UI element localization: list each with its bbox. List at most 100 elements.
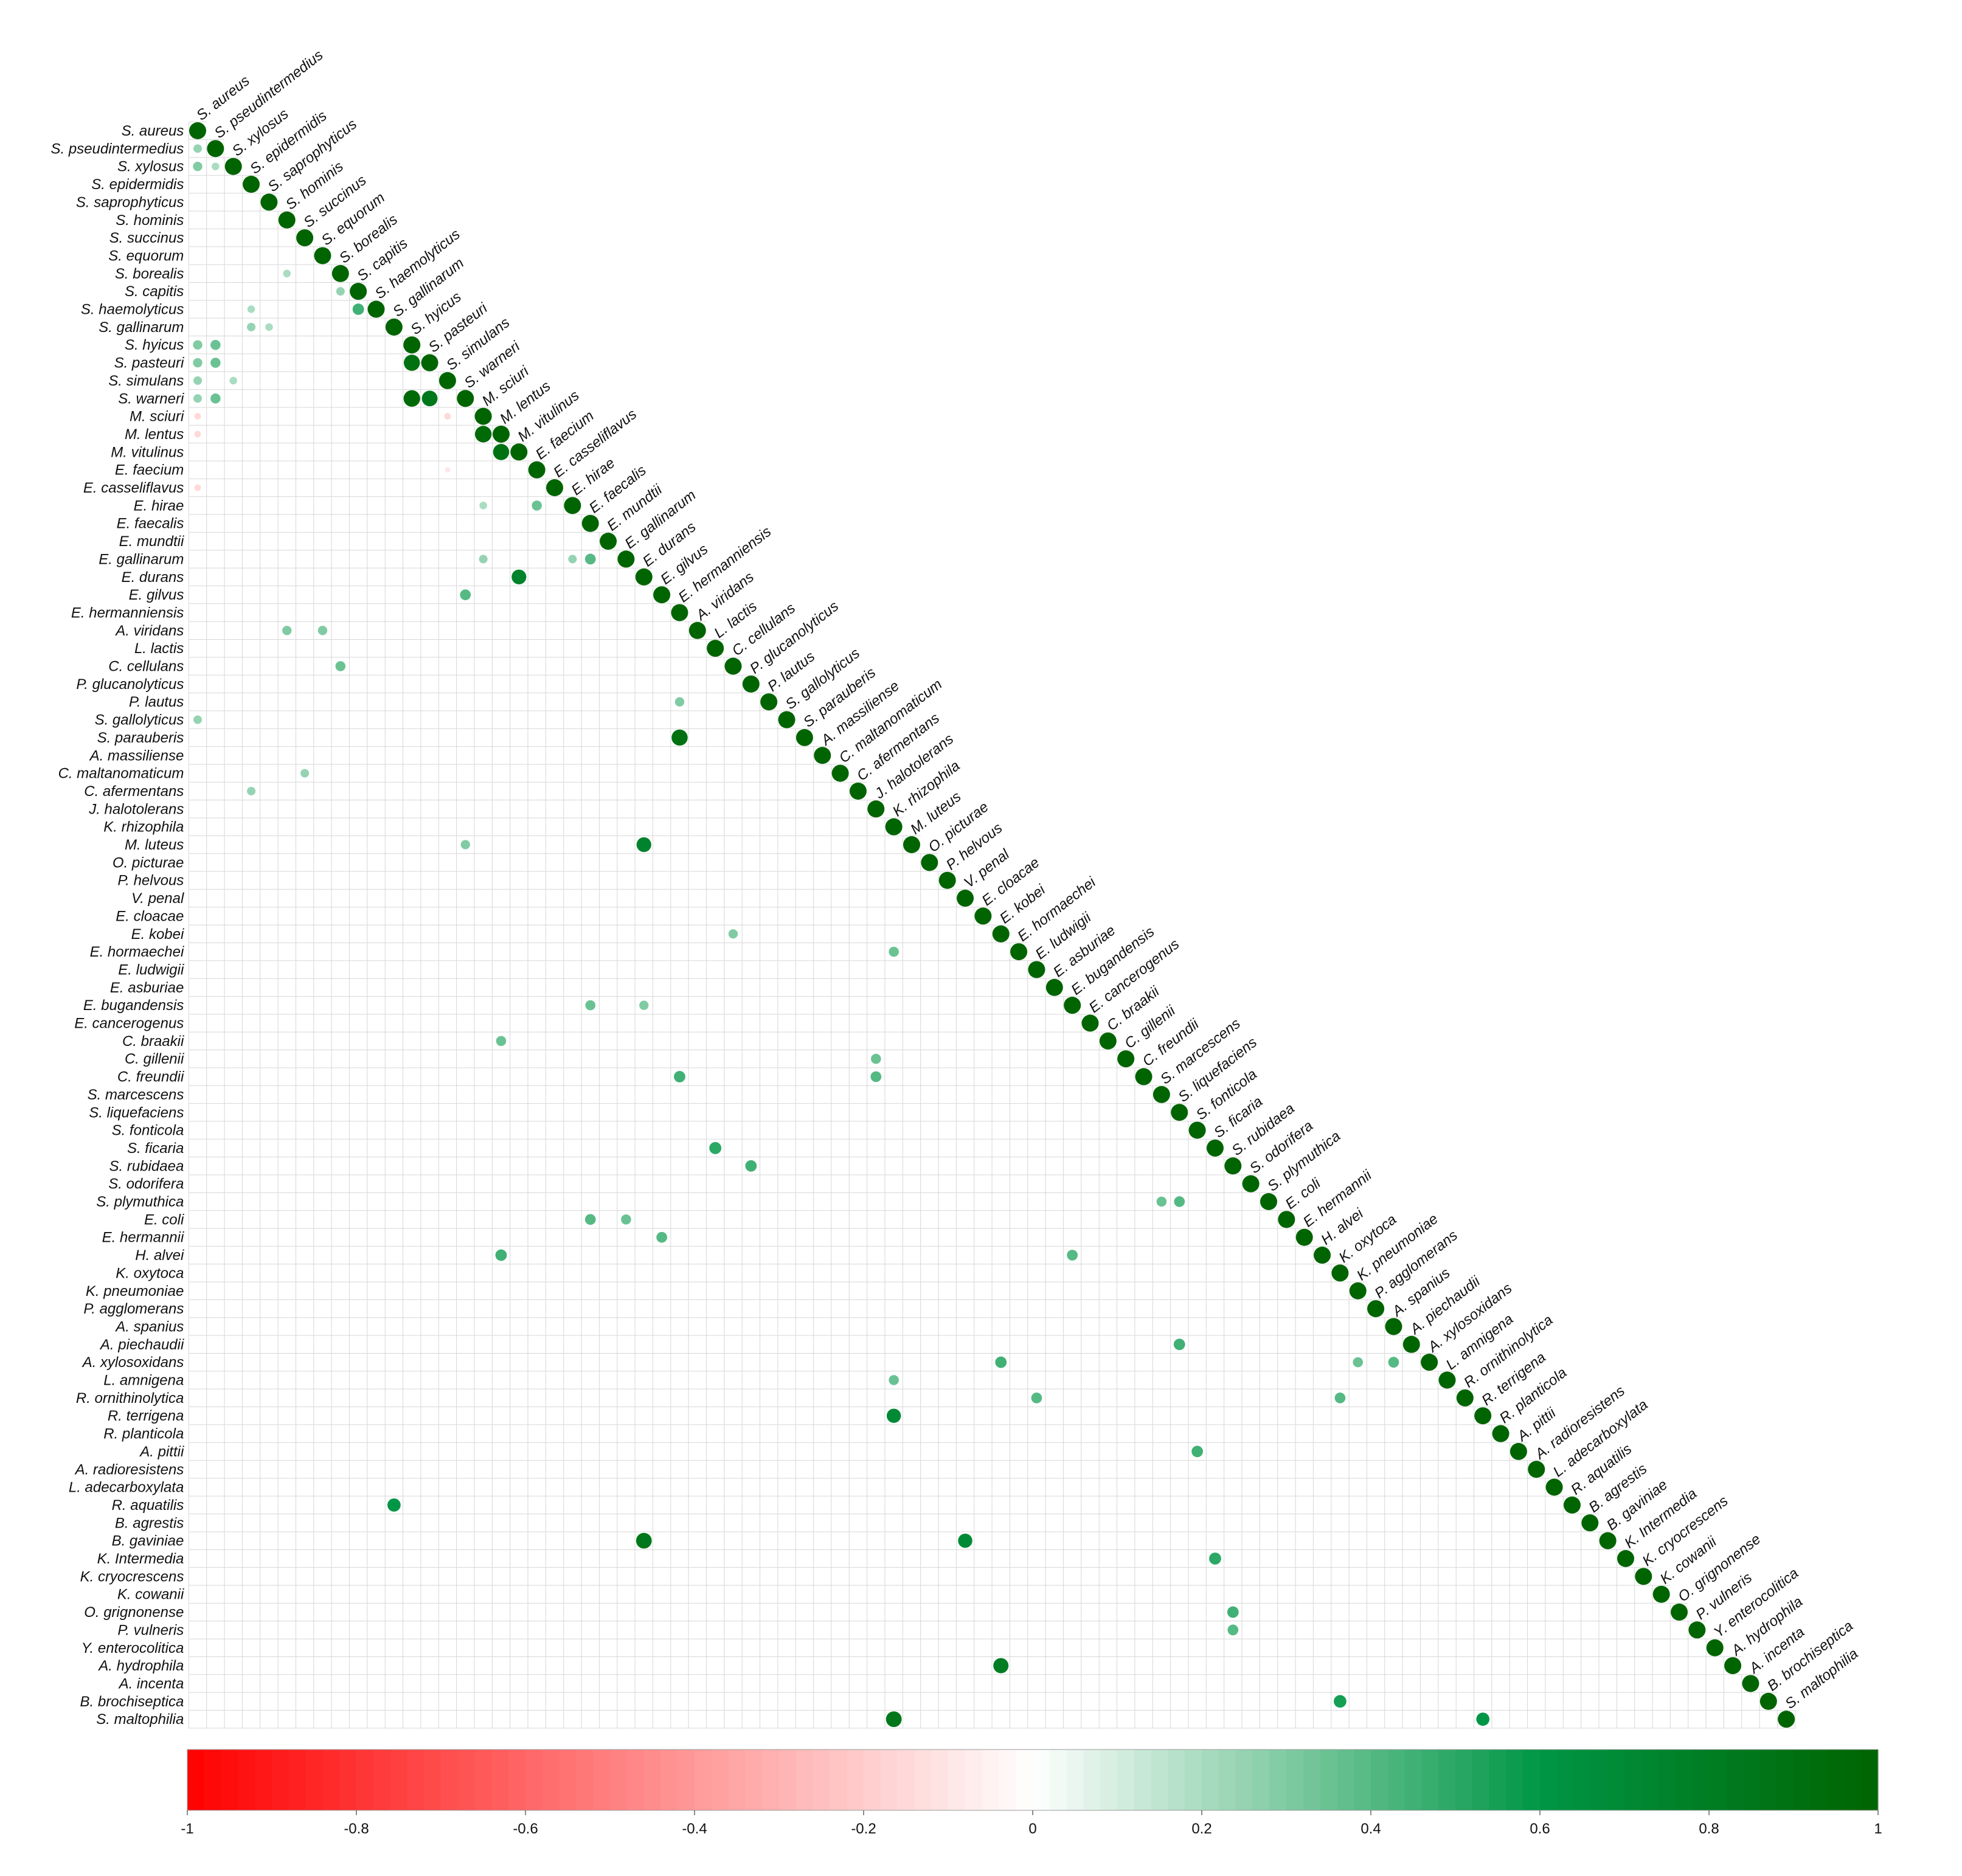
colorbar-segment (1404, 1750, 1422, 1810)
row-label: S. rubidaea (109, 1158, 184, 1174)
diagonal-point (1171, 1104, 1188, 1121)
colorbar-segment (864, 1750, 881, 1810)
correlation-point (460, 840, 470, 850)
colorbar-tick-label: -0.4 (682, 1821, 707, 1837)
diagonal-point (1295, 1228, 1313, 1246)
colorbar-segment (880, 1750, 898, 1810)
correlation-point (479, 502, 487, 510)
diagonal-point (1331, 1264, 1349, 1282)
correlation-point (283, 269, 291, 278)
row-label: S. capitis (125, 283, 184, 300)
row-label: E. casseliflavus (83, 480, 184, 496)
diagonal-point (885, 818, 903, 836)
correlation-point (193, 376, 202, 385)
diagonal-point (1028, 961, 1045, 978)
row-label: A. hydrophila (97, 1658, 184, 1674)
colorbar-segment (1269, 1750, 1287, 1810)
colorbar-segment (1455, 1750, 1473, 1810)
colorbar-segment (339, 1750, 357, 1810)
colorbar-segment (762, 1750, 780, 1810)
diagonal-point (1510, 1442, 1527, 1460)
diagonal-point (403, 336, 421, 354)
correlation-point (995, 1356, 1007, 1368)
colorbar-segment (813, 1750, 830, 1810)
colorbar-segment (796, 1750, 814, 1810)
colorbar-tick-label: -0.8 (344, 1821, 369, 1837)
row-label: M. lentus (125, 426, 184, 443)
diagonal-point (814, 747, 831, 764)
colorbar-tick-label: -0.6 (513, 1821, 538, 1837)
colorbar-segment (1777, 1750, 1794, 1810)
correlation-point (194, 431, 201, 438)
diagonal-point (1474, 1407, 1492, 1425)
colorbar-segment (1066, 1750, 1084, 1810)
colorbar-segment (542, 1750, 560, 1810)
colorbar-segment (1235, 1750, 1253, 1810)
colorbar-segment (491, 1750, 509, 1810)
diagonal-point (367, 300, 385, 318)
row-label: E. cancerogenus (74, 1016, 184, 1032)
correlation-point (621, 1214, 631, 1225)
colorbar-segment (407, 1750, 425, 1810)
row-label: S. maltophilia (96, 1711, 184, 1728)
row-label: A. xylosoxidans (81, 1354, 184, 1371)
diagonal-point (243, 176, 260, 193)
colorbar-segment (931, 1750, 949, 1810)
colorbar: -1 -0.8 -0.6 -0.4 -0.2 0 0.2 0.4 0.6 0.8 1 (181, 1749, 1882, 1837)
colorbar-segment (1759, 1750, 1777, 1810)
row-label: M. luteus (125, 837, 184, 853)
colorbar-segment (1049, 1750, 1067, 1810)
row-label: S. aureus (122, 123, 184, 139)
correlation-point (745, 1160, 757, 1172)
colorbar-segment (1675, 1750, 1693, 1810)
correlation-point (886, 1408, 901, 1423)
row-label: J. halotolerans (88, 801, 184, 817)
row-label: S. pasteuri (114, 355, 184, 372)
colorbar-segment (745, 1750, 763, 1810)
colorbar-segment (847, 1750, 864, 1810)
correlation-point (229, 376, 237, 385)
diagonal-point (528, 461, 546, 479)
diagonal-point (1599, 1532, 1617, 1549)
row-label: M. vitulinus (111, 444, 184, 460)
diagonal-point (224, 157, 242, 175)
colorbar-segment (626, 1750, 645, 1810)
correlation-point (335, 661, 346, 671)
diagonal-point (581, 514, 599, 532)
row-label: K. Intermedia (97, 1551, 184, 1567)
row-label: S. gallinarum (99, 319, 184, 336)
correlation-point (1067, 1250, 1078, 1261)
colorbar-segment (1303, 1750, 1321, 1810)
correlation-point (1334, 1393, 1346, 1404)
colorbar-segment (322, 1750, 340, 1810)
diagonal-point (1742, 1675, 1759, 1692)
row-label: E. hirae (134, 497, 184, 514)
diagonal-point (331, 265, 349, 282)
row-label: C. afermentans (84, 783, 184, 800)
colorbar-segment (1590, 1750, 1608, 1810)
row-label: E. faecium (115, 462, 184, 479)
row-label: E. cloacae (116, 908, 184, 924)
diagonal-point (921, 854, 938, 871)
diagonal-point (1242, 1175, 1260, 1192)
row-label: S. liquefaciens (89, 1104, 184, 1121)
correlation-point (1227, 1624, 1239, 1636)
row-label: R. planticola (103, 1426, 184, 1442)
diagonal-point (867, 800, 885, 818)
row-label: E. asburiae (110, 980, 184, 996)
colorbar-segment (1742, 1750, 1760, 1810)
colorbar-segment (1320, 1750, 1337, 1810)
diagonal-point (796, 729, 813, 746)
row-label: E. ludwigii (118, 961, 184, 978)
row-label: O. picturae (113, 854, 184, 871)
row-label: S. plymuthica (96, 1194, 184, 1210)
row-label: R. terrigena (108, 1408, 184, 1424)
diagonal-point (1045, 978, 1063, 996)
colorbar-segment (1421, 1750, 1439, 1810)
row-label: L. adecarboxylata (69, 1480, 184, 1496)
correlation-point (479, 555, 488, 564)
correlation-point (1388, 1357, 1399, 1368)
row-label: E. coli (144, 1211, 184, 1228)
correlation-point (728, 929, 738, 939)
